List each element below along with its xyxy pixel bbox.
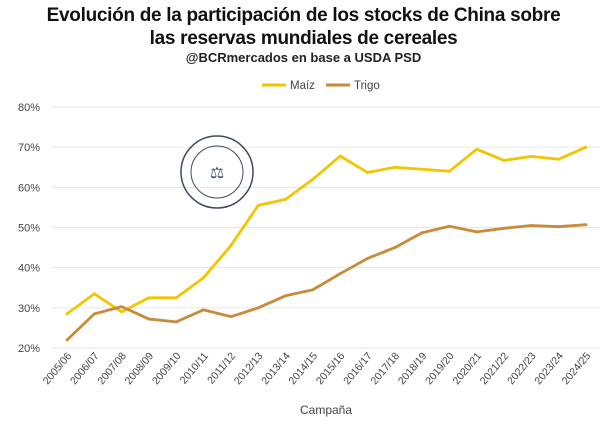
data-point (338, 154, 342, 158)
series-line-trigo (66, 223, 587, 341)
chart-title: Evolución de la participación de los sto… (0, 4, 607, 50)
watermark-seal: ⚖ (180, 135, 254, 209)
y-tick-label: 60% (18, 182, 40, 194)
data-point (120, 310, 124, 314)
data-point (256, 306, 260, 310)
data-point (366, 257, 369, 260)
data-point (584, 223, 588, 227)
x-tick-label: 2010/11 (178, 350, 211, 386)
data-point (448, 224, 451, 228)
data-point (256, 204, 260, 207)
data-point (475, 147, 479, 151)
data-point (311, 288, 315, 292)
data-point (92, 292, 96, 296)
y-tick-label: 30% (18, 303, 40, 315)
data-point (420, 231, 424, 235)
x-axis-title: Campaña (300, 403, 352, 417)
y-tick-label: 40% (18, 263, 40, 275)
data-point (366, 171, 369, 174)
data-point (502, 226, 506, 230)
data-point (92, 312, 96, 316)
data-point (65, 312, 69, 316)
legend-label: Trigo (354, 80, 380, 92)
data-point (284, 197, 287, 201)
y-tick-label: 70% (18, 142, 40, 154)
y-tick-label: 50% (18, 223, 40, 235)
data-point (529, 155, 533, 158)
scales-icon: ⚖ (210, 165, 224, 182)
seal-ring (180, 135, 254, 209)
data-point (420, 167, 424, 171)
y-tick-label: 80% (18, 102, 40, 114)
data-point (229, 315, 233, 319)
x-tick-label: 2009/10 (150, 350, 184, 387)
x-tick-label: 2024/25 (560, 350, 594, 387)
data-point (174, 296, 178, 300)
data-point (393, 246, 397, 249)
legend-label: Maíz (290, 80, 315, 92)
data-point (147, 296, 151, 300)
seal-ring (190, 145, 244, 199)
title-line-1: Evolución de la participación de los sto… (46, 5, 561, 26)
title-line-2: las reservas mundiales de cereales (149, 28, 458, 49)
data-point (338, 272, 342, 276)
data-point (65, 338, 69, 342)
data-point (393, 165, 397, 169)
data-point (448, 169, 451, 173)
chart-subtitle: @BCRmercados en base a USDA PSD (185, 50, 422, 65)
data-point (202, 308, 205, 312)
data-point (529, 224, 533, 227)
data-point (502, 159, 506, 162)
data-point (147, 317, 151, 321)
data-point (475, 230, 479, 234)
data-point (229, 244, 233, 247)
series-line-maíz (66, 145, 587, 315)
data-point (557, 225, 561, 229)
data-point (311, 177, 315, 181)
data-point (120, 305, 124, 309)
y-tick-label: 20% (18, 343, 40, 355)
data-point (202, 276, 205, 280)
data-point (284, 294, 287, 298)
data-point (584, 145, 588, 149)
data-point (174, 320, 178, 324)
data-point (557, 157, 561, 161)
